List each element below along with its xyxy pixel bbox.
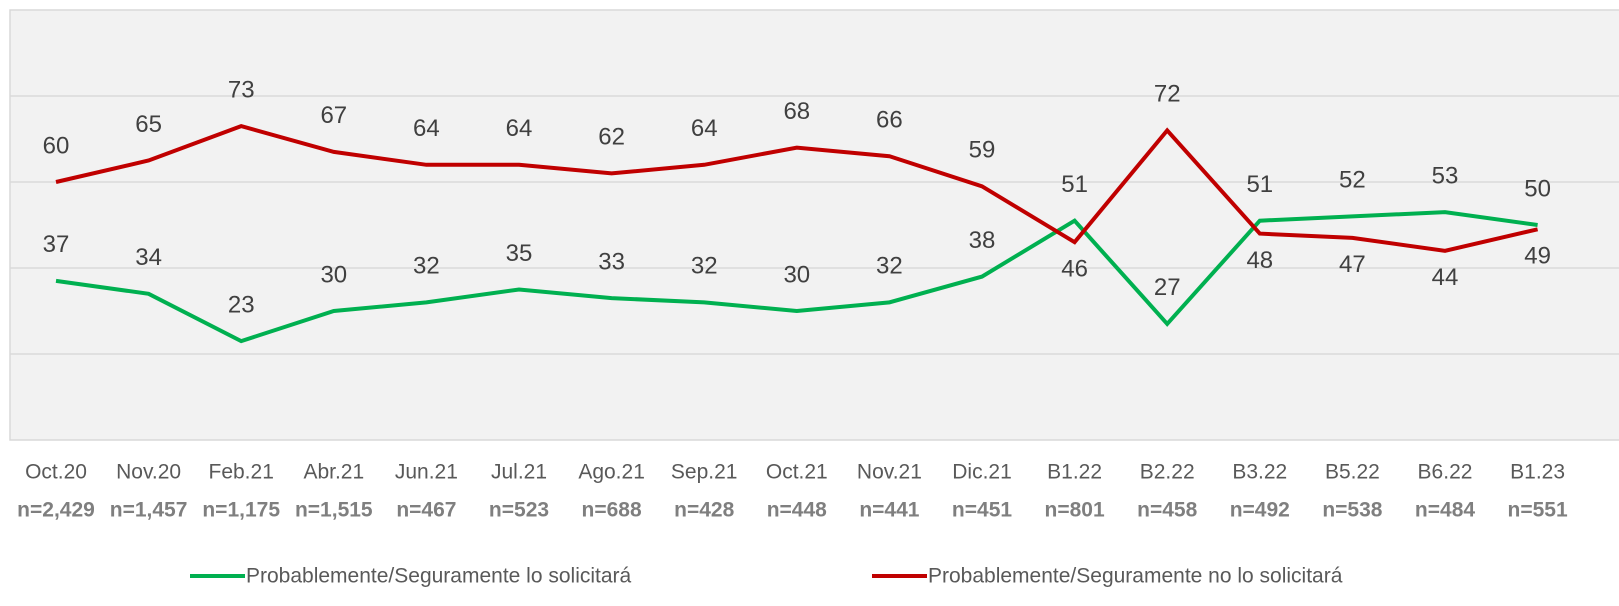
data-label: 64 (691, 115, 718, 142)
data-label: 32 (413, 253, 440, 280)
data-label: 30 (783, 261, 810, 288)
sample-size: n=441 (859, 499, 919, 522)
data-label: 49 (1524, 243, 1551, 270)
data-label: 27 (1154, 274, 1181, 301)
series-line (55, 210, 1538, 344)
data-label: 59 (969, 137, 996, 164)
series-line (55, 123, 1539, 253)
data-label: 62 (598, 124, 625, 151)
data-label: 32 (691, 253, 718, 280)
data-label: 33 (598, 248, 625, 275)
data-label: 32 (876, 253, 903, 280)
data-label: 51 (1061, 171, 1088, 198)
sample-size: n=1,515 (295, 499, 373, 522)
legend-label: Probablemente/Seguramente no lo solicita… (928, 565, 1343, 588)
x-tick-label: B5.22 (1325, 461, 1380, 484)
data-label: 38 (969, 227, 996, 254)
sample-size: n=801 (1045, 499, 1105, 522)
data-label: 34 (135, 244, 162, 271)
data-label: 51 (1246, 171, 1273, 198)
sample-size: n=2,429 (17, 499, 95, 522)
sample-size: n=451 (952, 499, 1012, 522)
data-label: 73 (228, 76, 255, 103)
sample-size: n=467 (396, 499, 456, 522)
x-tick-label: Nov.20 (116, 461, 181, 484)
data-label: 46 (1061, 256, 1088, 283)
sample-size: n=538 (1322, 499, 1382, 522)
sample-size: n=1,175 (202, 499, 280, 522)
x-tick-label: Oct.20 (25, 461, 87, 484)
sample-size: n=551 (1508, 499, 1568, 522)
data-label: 60 (43, 132, 70, 159)
sample-size: n=458 (1137, 499, 1197, 522)
x-tick-label: B1.23 (1510, 461, 1565, 484)
data-label: 23 (228, 291, 255, 318)
sample-size: n=428 (674, 499, 734, 522)
x-tick-label: Nov.21 (857, 461, 922, 484)
data-label: 52 (1339, 167, 1366, 194)
data-label: 35 (506, 240, 533, 267)
sample-size: n=492 (1230, 499, 1290, 522)
x-tick-label: Oct.21 (766, 461, 828, 484)
x-tick-label: Sep.21 (671, 461, 738, 484)
plot-area (9, 9, 1619, 441)
data-label: 48 (1246, 247, 1273, 274)
x-tick-label: B3.22 (1232, 461, 1287, 484)
data-label: 30 (320, 261, 347, 288)
x-tick-label: Jul.21 (491, 461, 547, 484)
data-label: 47 (1339, 251, 1366, 278)
x-tick-label: Dic.21 (952, 461, 1012, 484)
sample-size: n=688 (582, 499, 642, 522)
data-label: 66 (876, 107, 903, 134)
sample-size: n=484 (1415, 499, 1475, 522)
data-label: 68 (783, 98, 810, 125)
legend-label: Probablemente/Seguramente lo solicitará (246, 565, 632, 588)
data-label: 65 (135, 111, 162, 138)
data-label: 44 (1432, 264, 1459, 291)
data-label: 64 (413, 115, 440, 142)
x-tick-label: Feb.21 (209, 461, 274, 484)
x-tick-label: Jun.21 (395, 461, 458, 484)
x-tick-label: B6.22 (1418, 461, 1473, 484)
x-tick-label: B2.22 (1140, 461, 1195, 484)
sample-size: n=448 (767, 499, 827, 522)
data-label: 37 (43, 231, 70, 258)
data-label: 72 (1154, 81, 1181, 108)
x-tick-label: Ago.21 (578, 461, 645, 484)
sample-size: n=523 (489, 499, 549, 522)
data-label: 50 (1524, 175, 1551, 202)
data-label: 53 (1432, 162, 1459, 189)
data-label: 67 (320, 102, 347, 129)
x-tick-label: B1.22 (1047, 461, 1102, 484)
data-label: 64 (506, 115, 533, 142)
x-tick-label: Abr.21 (303, 461, 364, 484)
sample-size: n=1,457 (110, 499, 188, 522)
